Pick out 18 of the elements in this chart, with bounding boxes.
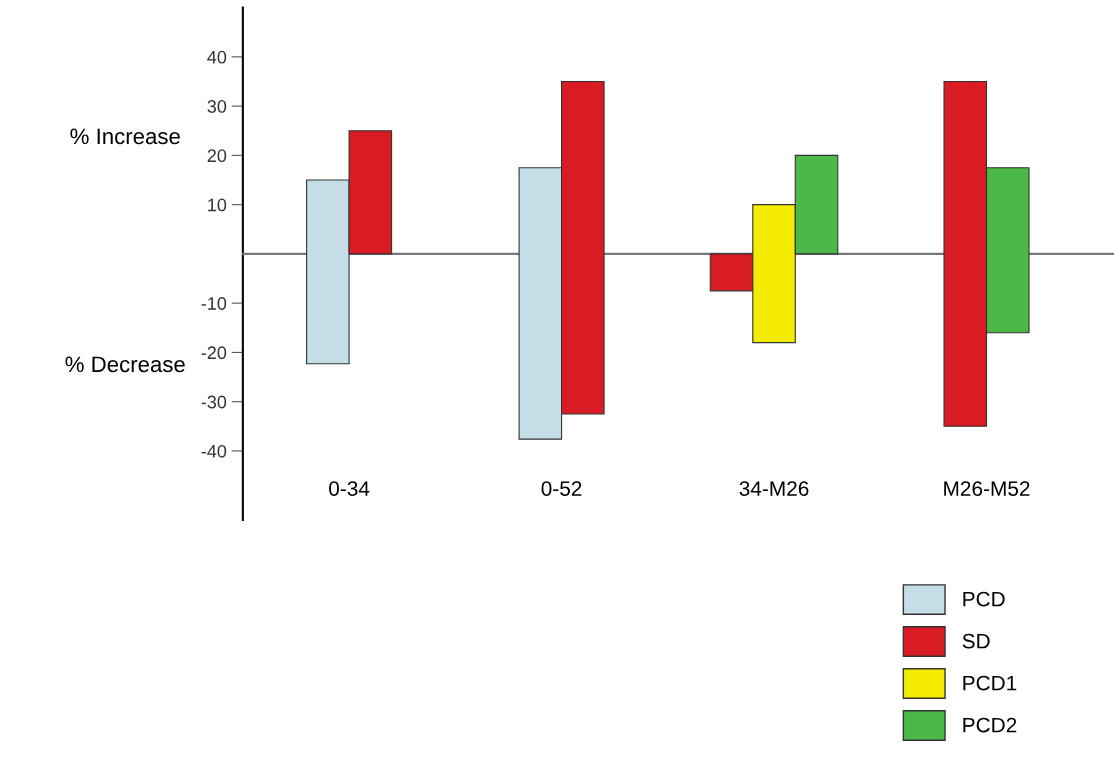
y-tick-label: 40 — [207, 50, 227, 64]
y-tick-label: 30 — [207, 100, 227, 113]
text: % Decrease — [65, 356, 185, 373]
text: % Increase — [70, 128, 180, 145]
y-tick-label: -40 — [201, 444, 227, 458]
y-tick-label: -30 — [201, 395, 227, 409]
x-tick-label: M26-M52 — [944, 481, 1030, 496]
y-tick-label: -10 — [201, 297, 227, 310]
legend-label: PCD1 — [963, 675, 1017, 691]
x-tick-label: 0-52 — [541, 481, 582, 496]
legend-label: SD — [962, 633, 990, 649]
y-tick-label: -20 — [201, 346, 227, 360]
legend-label: PCD2 — [963, 717, 1017, 733]
x-tick-label: 34-M26 — [739, 481, 809, 496]
x-tick-label: 0-34 — [329, 481, 370, 496]
y-tick-label: 10 — [208, 198, 227, 212]
y-tick-label: 20 — [207, 149, 227, 163]
legend-label: PCD — [963, 591, 1005, 607]
